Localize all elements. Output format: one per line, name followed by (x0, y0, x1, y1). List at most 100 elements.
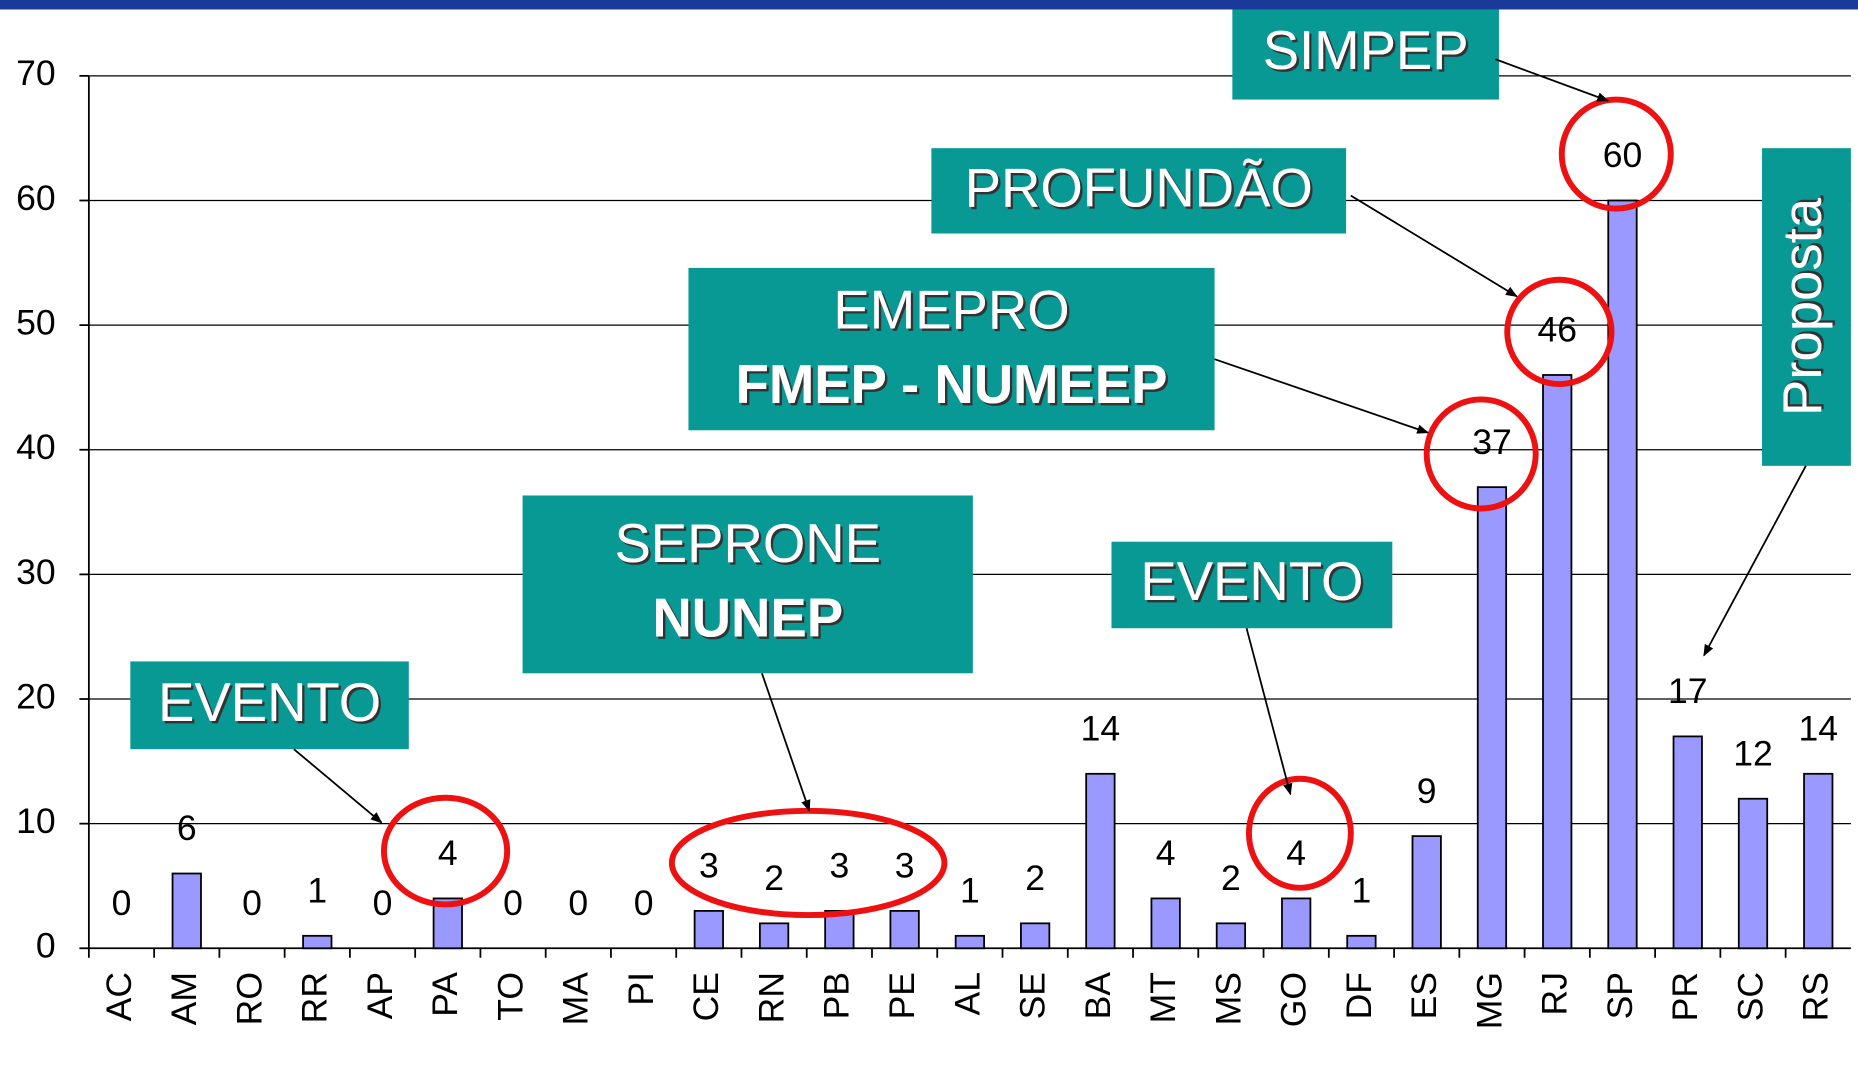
bar (693, 910, 724, 950)
annotation-text: EMEPRO (833, 280, 1069, 341)
bar (1411, 835, 1442, 950)
top-band (0, 0, 1858, 10)
annotation-box (522, 495, 973, 674)
data-label: 0 (242, 883, 262, 923)
highlight-circle (1504, 276, 1615, 388)
bar (302, 934, 333, 950)
data-label: 46 (1537, 310, 1577, 350)
highlight-circle (1245, 775, 1354, 891)
data-label: 60 (1603, 135, 1643, 175)
bar (1281, 897, 1312, 950)
data-label: 0 (634, 883, 654, 923)
annotation-text: PROFUNDÃO (965, 157, 1313, 218)
annotation-arrow (1245, 628, 1293, 796)
y-tick-label: 0 (36, 926, 56, 966)
annotation-text: FMEP - NUMEEP (736, 354, 1168, 415)
data-label: 0 (373, 883, 393, 923)
x-tick-label: AP (360, 972, 400, 1019)
bar (889, 910, 920, 950)
data-label: 14 (1081, 709, 1121, 749)
annotation-arrow (1703, 465, 1807, 657)
x-tick-label: MA (556, 972, 596, 1026)
data-label: 14 (1798, 709, 1838, 749)
data-label: 17 (1668, 671, 1708, 711)
x-tick-label: RJ (1535, 972, 1575, 1015)
annotation-arrow (1214, 358, 1429, 434)
bar (1607, 199, 1638, 950)
x-tick-label: AL (947, 972, 987, 1015)
x-tick-label: AC (99, 972, 139, 1021)
x-tick-label: PI (621, 972, 661, 1006)
x-tick-label: SP (1600, 972, 1640, 1019)
highlight-circle (1423, 396, 1539, 512)
bar (1085, 772, 1116, 950)
annotation-text: SEPRONE (614, 513, 880, 574)
data-label: 1 (1352, 871, 1372, 911)
x-tick-label: MG (1469, 972, 1509, 1029)
x-tick-label: ES (1404, 972, 1444, 1019)
x-tick-label: GO (1274, 972, 1314, 1027)
x-tick-label: MS (1208, 972, 1248, 1025)
data-label: 4 (1156, 833, 1176, 873)
data-label: 6 (177, 808, 197, 848)
x-tick-label: RN (751, 972, 791, 1023)
bar (171, 872, 202, 950)
annotation-arrow (1495, 58, 1610, 102)
x-tick-label: RR (295, 972, 335, 1023)
annotation-arrow (293, 748, 383, 824)
x-tick-label: TO (490, 972, 530, 1021)
x-tick-label: RS (1796, 972, 1836, 1021)
data-label: 2 (1025, 858, 1045, 898)
x-tick-label: BA (1078, 972, 1118, 1020)
y-tick-label: 30 (16, 552, 56, 592)
x-tick-label: PE (882, 972, 922, 1019)
data-label: 3 (699, 846, 719, 886)
annotation-text: EVENTO (1140, 551, 1363, 612)
x-tick-label: PR (1665, 972, 1705, 1021)
y-tick-label: 40 (16, 427, 56, 467)
data-label: 4 (438, 833, 458, 873)
bar (1672, 735, 1703, 950)
data-label: 2 (1221, 858, 1241, 898)
y-tick-label: 60 (16, 178, 56, 218)
highlight-circle (380, 794, 511, 908)
annotation-text: SIMPEP (1263, 20, 1469, 81)
data-label: 4 (1286, 833, 1306, 873)
annotation-box (1111, 541, 1393, 629)
data-label: 0 (112, 883, 132, 923)
data-label: 12 (1733, 733, 1773, 773)
bar (1150, 897, 1181, 950)
x-tick-label: MT (1143, 972, 1183, 1023)
x-tick-label: PA (425, 972, 465, 1017)
data-label: 3 (895, 846, 915, 886)
data-label: 37 (1472, 422, 1512, 462)
data-label: 0 (568, 883, 588, 923)
annotation-box (1762, 148, 1851, 466)
x-tick-label: DF (1339, 972, 1379, 1019)
annotation-arrow (1350, 194, 1518, 298)
data-label: 3 (829, 846, 849, 886)
annotation-box (1232, 9, 1499, 100)
data-label: 2 (764, 858, 784, 898)
bar (1803, 772, 1834, 950)
highlight-circle (1558, 96, 1674, 212)
annotation-box (931, 148, 1347, 234)
annotation-text: NUNEP (652, 588, 843, 649)
x-tick-label: PB (817, 972, 857, 1019)
bar (1737, 797, 1769, 950)
annotation-text: EVENTO (158, 672, 381, 733)
bar (758, 922, 790, 950)
x-tick-label: SC (1730, 972, 1770, 1021)
bar (1020, 922, 1051, 950)
annotation-box (688, 267, 1215, 431)
bar (954, 934, 985, 950)
data-label: 1 (960, 871, 980, 911)
annotation-arrow (761, 672, 811, 812)
data-label: 1 (307, 871, 327, 911)
bar (1215, 922, 1247, 950)
annotation-box (130, 661, 409, 750)
bar (1346, 934, 1377, 950)
y-tick-label: 70 (16, 53, 56, 93)
